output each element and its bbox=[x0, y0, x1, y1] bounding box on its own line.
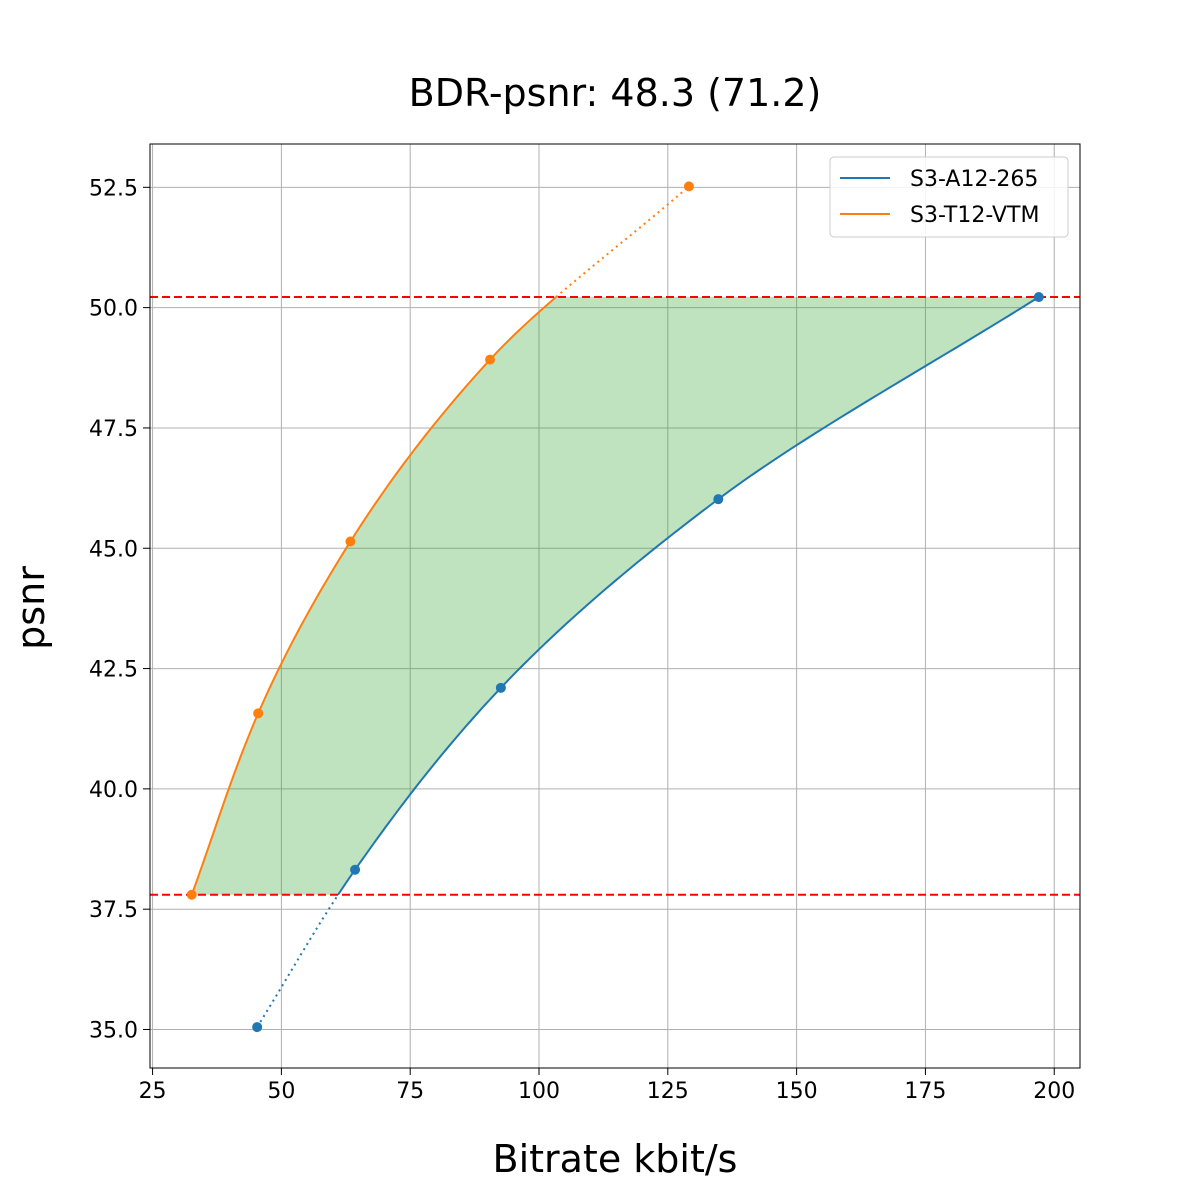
series-extrapolation-line bbox=[555, 185, 690, 298]
y-tick-label: 37.5 bbox=[89, 898, 138, 923]
x-tick-label: 100 bbox=[518, 1079, 560, 1104]
x-tick-label: 50 bbox=[267, 1079, 295, 1104]
chart-title: BDR-psnr: 48.3 (71.2) bbox=[409, 71, 822, 115]
reference-line-layer bbox=[150, 296, 1080, 896]
legend-label: S3-A12-265 bbox=[910, 167, 1038, 192]
legend-label: S3-T12-VTM bbox=[910, 203, 1039, 228]
data-point bbox=[1033, 292, 1044, 303]
series-layer bbox=[190, 185, 1040, 1028]
x-tick-label: 175 bbox=[904, 1079, 946, 1104]
series-line bbox=[337, 296, 1040, 896]
plot-area bbox=[149, 143, 1081, 1069]
data-point bbox=[253, 708, 264, 719]
y-tick-label: 40.0 bbox=[89, 778, 138, 803]
x-tick-label: 75 bbox=[396, 1079, 424, 1104]
tick-layer: 25 50 75 100 125 150 175 200 35.0 37.5 40.0 42.5 45.… bbox=[89, 176, 1075, 1104]
point-layer bbox=[186, 181, 1044, 1033]
y-tick-label: 45.0 bbox=[89, 537, 138, 562]
y-tick-label: 47.5 bbox=[89, 417, 138, 442]
y-tick-label: 50.0 bbox=[89, 297, 138, 322]
y-tick-label: 35.0 bbox=[89, 1019, 138, 1044]
data-point bbox=[350, 864, 361, 875]
y-tick-label: 52.5 bbox=[89, 176, 138, 201]
data-point bbox=[485, 354, 496, 365]
series-extrapolation-line bbox=[256, 894, 339, 1028]
y-axis-label: psnr bbox=[9, 566, 53, 650]
data-point bbox=[252, 1022, 263, 1033]
data-point bbox=[186, 889, 197, 900]
x-axis-label: Bitrate kbit/s bbox=[493, 1137, 738, 1181]
x-tick-label: 25 bbox=[139, 1079, 167, 1104]
fill-layer bbox=[191, 297, 1039, 895]
data-point bbox=[495, 682, 506, 693]
bd-rate-area bbox=[191, 297, 1039, 895]
x-tick-label: 200 bbox=[1033, 1079, 1075, 1104]
legend: S3-A12-265 S3-T12-VTM bbox=[829, 156, 1069, 238]
x-tick-label: 125 bbox=[647, 1079, 689, 1104]
data-point bbox=[345, 536, 356, 547]
plot-frame bbox=[149, 143, 1081, 1069]
data-point bbox=[713, 494, 724, 505]
series-line bbox=[190, 296, 557, 896]
x-tick-label: 150 bbox=[776, 1079, 818, 1104]
y-tick-label: 42.5 bbox=[89, 658, 138, 683]
data-point bbox=[683, 181, 694, 192]
